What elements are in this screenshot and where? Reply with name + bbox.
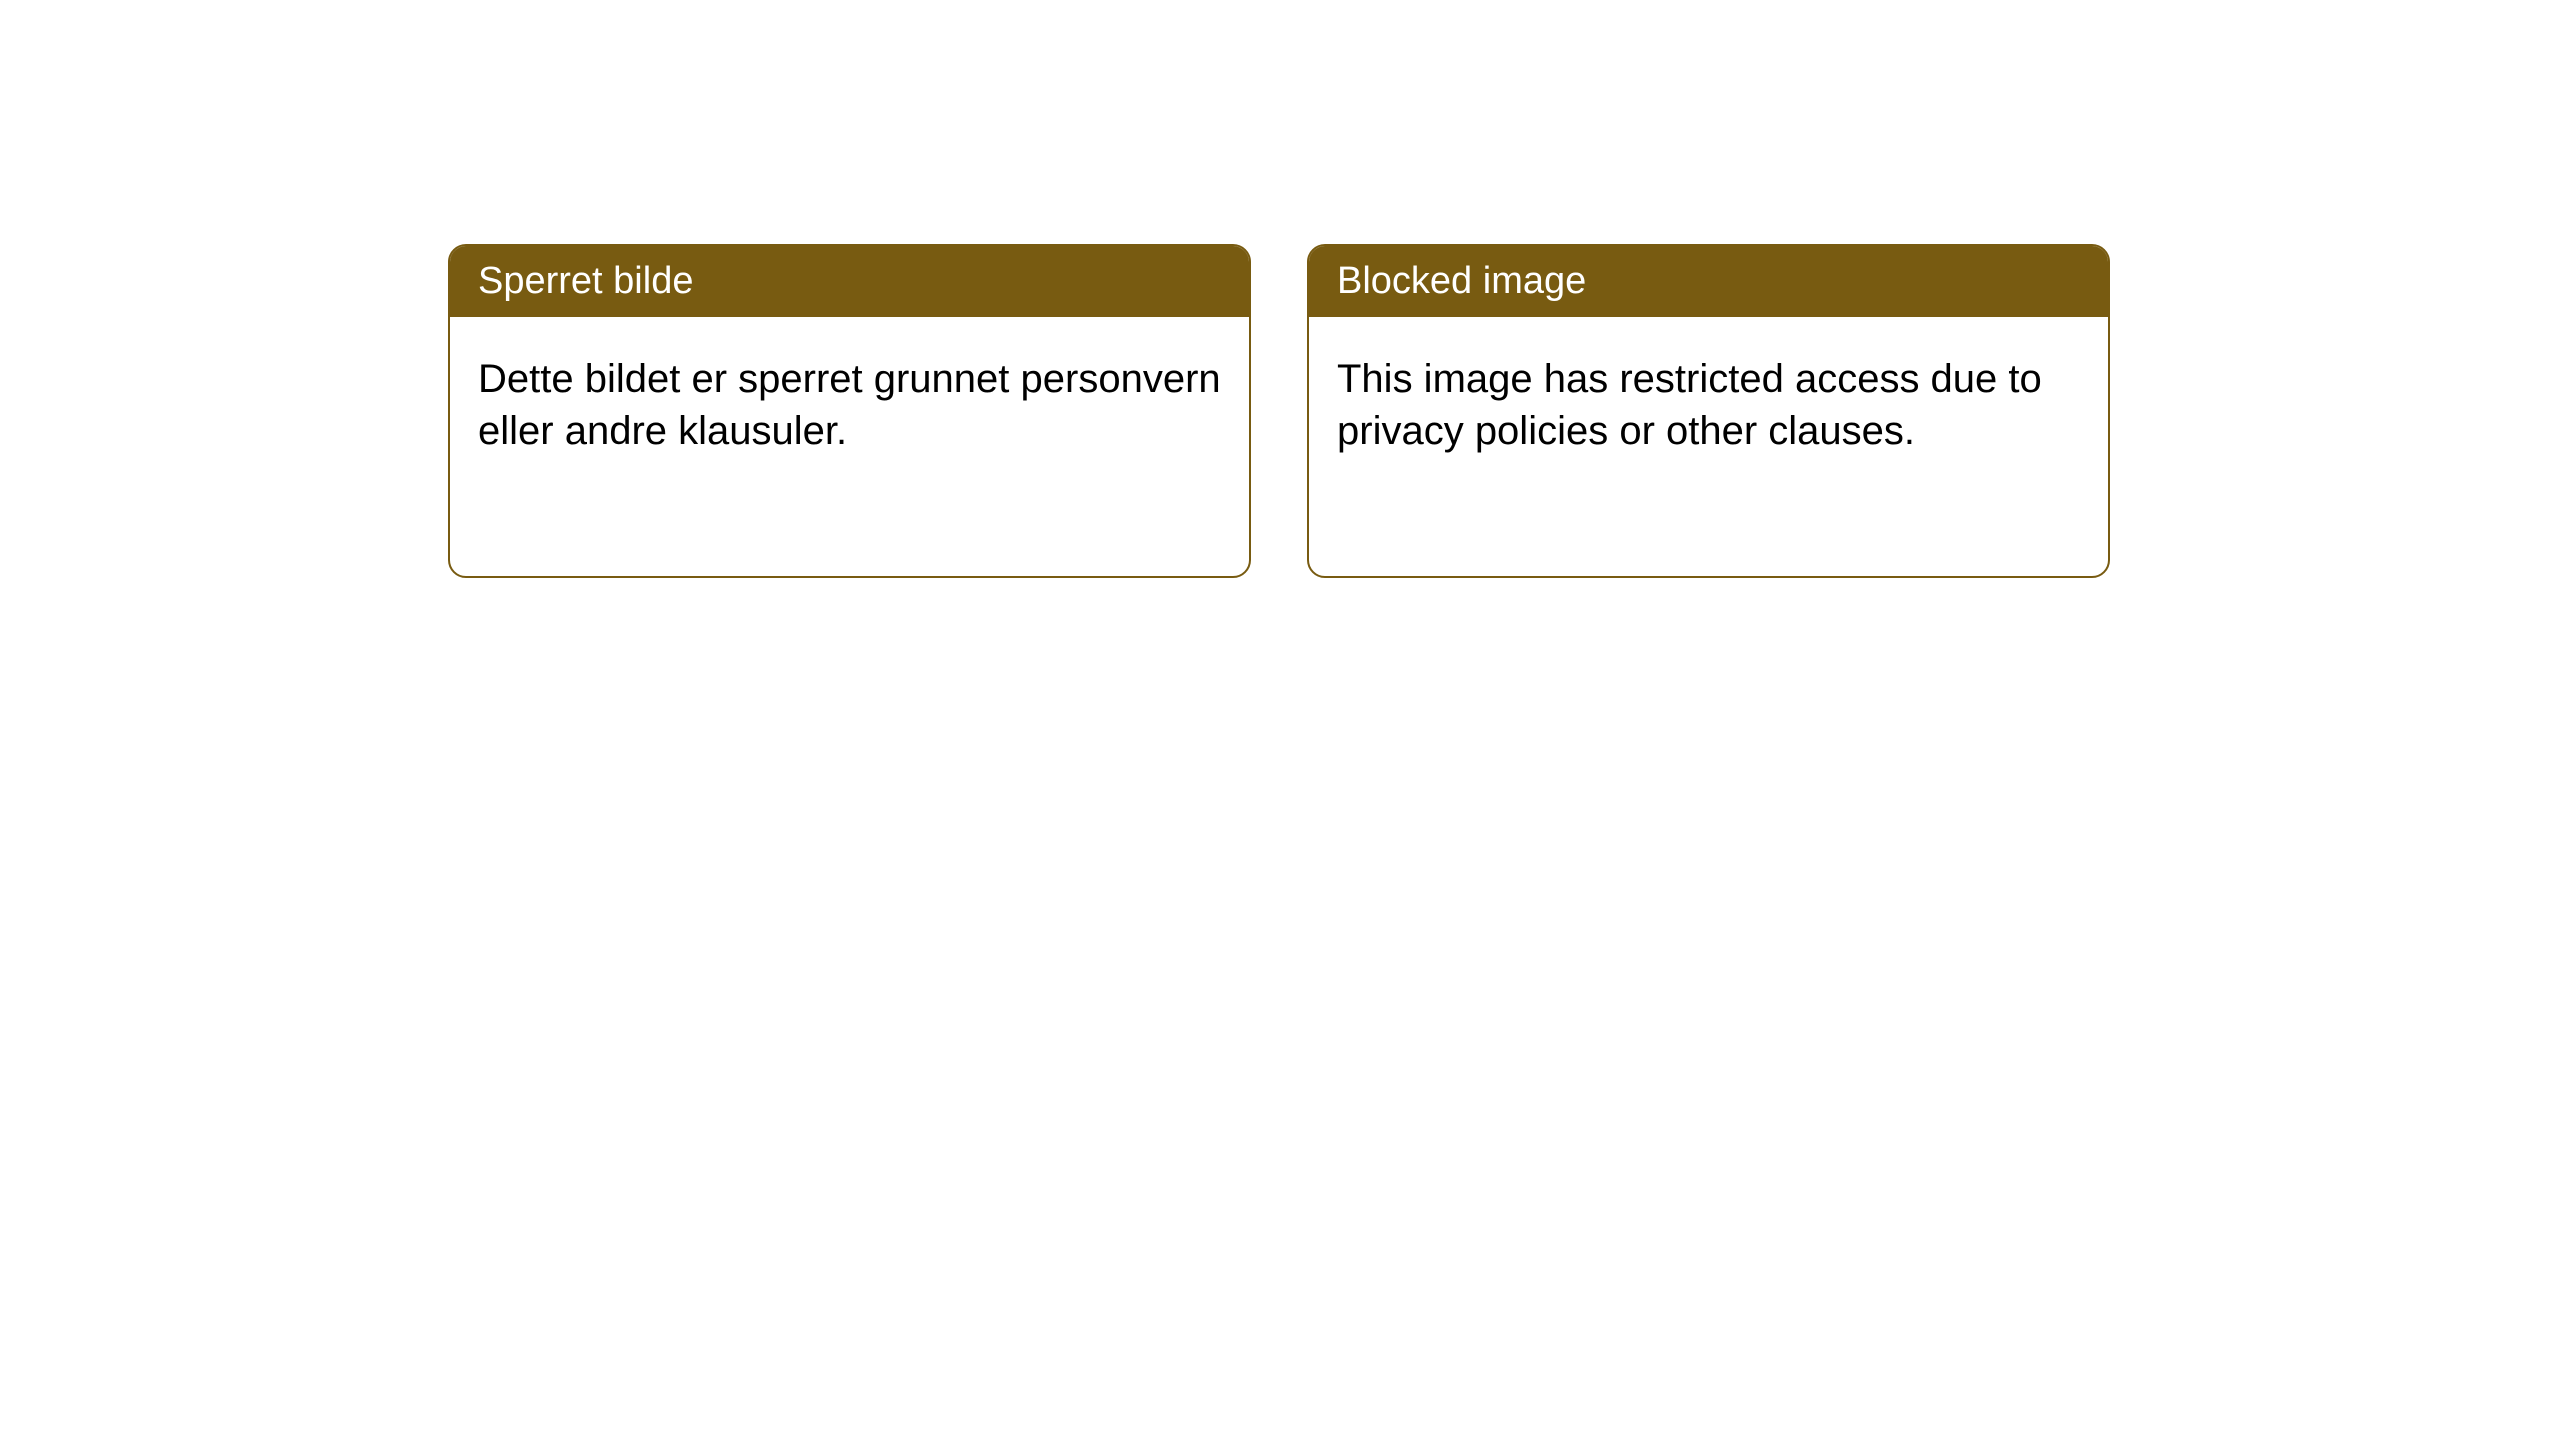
notice-text-norwegian: Dette bildet er sperret grunnet personve… xyxy=(478,357,1221,453)
notice-card-english: Blocked image This image has restricted … xyxy=(1307,244,2110,578)
notice-header-norwegian: Sperret bilde xyxy=(450,246,1249,317)
notice-container: Sperret bilde Dette bildet er sperret gr… xyxy=(448,244,2110,578)
notice-body-english: This image has restricted access due to … xyxy=(1309,317,2108,493)
notice-title-norwegian: Sperret bilde xyxy=(478,260,693,302)
notice-title-english: Blocked image xyxy=(1337,260,1586,302)
notice-card-norwegian: Sperret bilde Dette bildet er sperret gr… xyxy=(448,244,1251,578)
notice-text-english: This image has restricted access due to … xyxy=(1337,357,2042,453)
notice-header-english: Blocked image xyxy=(1309,246,2108,317)
notice-body-norwegian: Dette bildet er sperret grunnet personve… xyxy=(450,317,1249,493)
